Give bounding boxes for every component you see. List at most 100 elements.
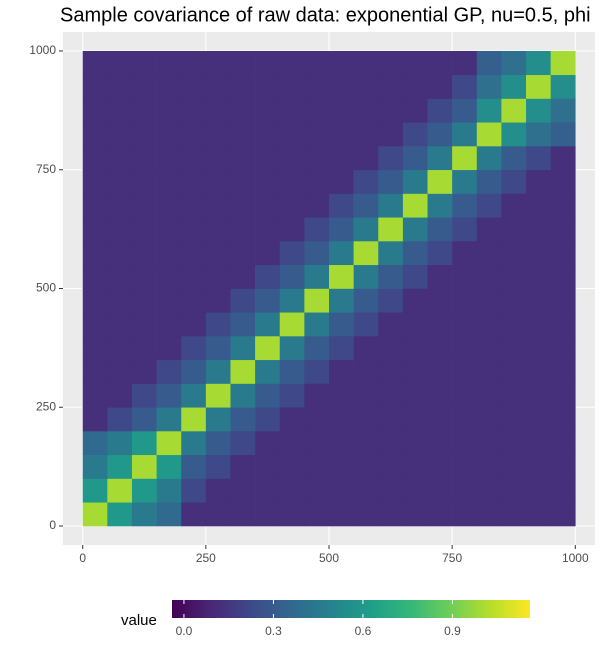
heatmap-cell: [550, 383, 576, 408]
heatmap-cell: [402, 217, 428, 242]
heatmap-cell: [107, 146, 133, 171]
heatmap-cell: [205, 502, 231, 527]
heatmap-cell: [279, 146, 305, 171]
heatmap-cell: [378, 264, 404, 289]
heatmap-cell: [279, 241, 305, 266]
heatmap-cell: [230, 478, 256, 503]
heatmap-cell: [107, 122, 133, 147]
heatmap-cell: [82, 241, 108, 266]
heatmap-cell: [304, 312, 330, 337]
heatmap-cell: [230, 241, 256, 266]
heatmap-cell: [329, 383, 354, 408]
heatmap-cell: [107, 431, 133, 456]
heatmap-cell: [82, 383, 108, 408]
heatmap-cell: [427, 122, 453, 147]
heatmap-cell: [131, 288, 157, 313]
x-tick-label: 1000: [562, 551, 589, 565]
heatmap-cell: [402, 264, 428, 289]
heatmap-cell: [82, 98, 108, 123]
heatmap-cell: [526, 98, 551, 123]
heatmap-cell: [279, 312, 305, 337]
heatmap-cell: [550, 407, 576, 432]
heatmap-cell: [255, 146, 281, 171]
heatmap-cell: [501, 502, 527, 527]
heatmap-cell: [501, 122, 527, 147]
heatmap-cell: [304, 454, 330, 479]
heatmap-cell: [329, 169, 354, 194]
heatmap-cell: [230, 169, 256, 194]
heatmap-cell: [427, 383, 453, 408]
heatmap-cell: [156, 336, 182, 361]
x-tick-label: 500: [319, 551, 339, 565]
heatmap-cell: [402, 478, 428, 503]
heatmap-cell: [82, 478, 108, 503]
heatmap-cell: [181, 383, 207, 408]
heatmap-cell: [427, 264, 453, 289]
heatmap-cell: [255, 312, 281, 337]
heatmap-cell: [82, 336, 108, 361]
heatmap-cell: [107, 478, 133, 503]
heatmap-cell: [378, 74, 404, 99]
heatmap-cell: [279, 51, 305, 76]
heatmap-cell: [255, 98, 281, 123]
heatmap-cell: [476, 407, 502, 432]
heatmap-cell: [501, 312, 527, 337]
heatmap-cell: [329, 122, 354, 147]
heatmap-cell: [353, 146, 379, 171]
heatmap-cell: [353, 264, 379, 289]
heatmap-cell: [427, 288, 453, 313]
heatmap-cell: [353, 241, 379, 266]
heatmap-cell: [205, 169, 231, 194]
heatmap-cell: [304, 502, 330, 527]
heatmap-cell: [255, 122, 281, 147]
heatmap-cell: [107, 74, 133, 99]
heatmap-cell: [230, 407, 256, 432]
heatmap-cell: [255, 169, 281, 194]
heatmap-cell: [205, 478, 231, 503]
heatmap-cell: [452, 169, 478, 194]
heatmap-cell: [452, 454, 478, 479]
heatmap-cell: [230, 264, 256, 289]
heatmap-cell: [131, 431, 157, 456]
heatmap-cell: [304, 51, 330, 76]
heatmap-cell: [550, 241, 576, 266]
heatmap-cell: [427, 51, 453, 76]
heatmap-cell: [82, 502, 108, 527]
heatmap-cell: [501, 193, 527, 218]
heatmap-cell: [181, 98, 207, 123]
heatmap-cell: [156, 264, 182, 289]
heatmap-cell: [279, 193, 305, 218]
heatmap-cell: [279, 98, 305, 123]
heatmap-cell: [279, 359, 305, 384]
heatmap-cell: [378, 217, 404, 242]
heatmap-cell: [402, 169, 428, 194]
heatmap-cell: [526, 122, 551, 147]
heatmap-cell: [501, 359, 527, 384]
heatmap-cell: [402, 98, 428, 123]
heatmap-cell: [156, 407, 182, 432]
heatmap-cell: [131, 264, 157, 289]
heatmap-cell: [279, 478, 305, 503]
heatmap-cell: [329, 74, 354, 99]
heatmap-cell: [378, 383, 404, 408]
heatmap-cell: [452, 336, 478, 361]
heatmap-cell: [205, 122, 231, 147]
heatmap-cell: [279, 454, 305, 479]
heatmap-cell: [230, 193, 256, 218]
heatmap-cell: [181, 169, 207, 194]
heatmap-cell: [452, 241, 478, 266]
heatmap-cell: [378, 502, 404, 527]
heatmap-cell: [427, 98, 453, 123]
heatmap-cell: [329, 478, 354, 503]
colorbar-tick-label: 0.6: [355, 624, 372, 638]
heatmap-cell: [526, 217, 551, 242]
heatmap-cell: [82, 431, 108, 456]
heatmap-cell: [279, 407, 305, 432]
heatmap-cell: [131, 98, 157, 123]
heatmap-cell: [279, 74, 305, 99]
heatmap-cell: [181, 312, 207, 337]
heatmap-cell: [304, 146, 330, 171]
heatmap-cell: [82, 407, 108, 432]
heatmap-cell: [181, 193, 207, 218]
heatmap-cell: [230, 431, 256, 456]
